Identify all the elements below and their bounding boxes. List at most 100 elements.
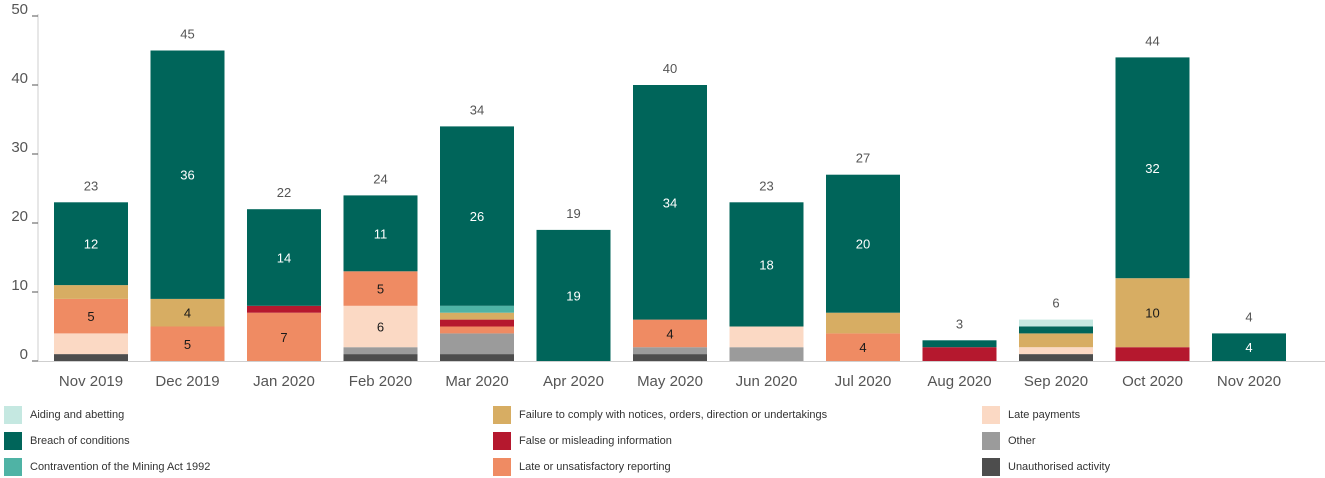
legend-label: Other: [1008, 435, 1036, 447]
x-tick-label: Dec 2019: [155, 373, 219, 390]
x-tick-label: Apr 2020: [543, 373, 604, 390]
bar-segment-failure-to-comply-with-notices-orders-direction-or-undertakings: [826, 312, 900, 334]
bar-segment-contravention-of-the-mining-act-1992: [440, 305, 514, 313]
legend-swatch: [493, 458, 511, 476]
bar-segment-breach-of-conditions: [343, 195, 418, 272]
bar-segment-false-or-misleading-information: [440, 319, 514, 327]
bar-segment-unauthorised-activity: [343, 354, 418, 361]
bar-segment-other: [343, 347, 418, 355]
y-tick-label: 30: [11, 139, 28, 156]
x-tick-label: Nov 2020: [1217, 373, 1281, 390]
bar-segment-late-or-unsatisfactory-reporting: [54, 298, 128, 334]
x-tick-label: Sep 2020: [1024, 373, 1088, 390]
y-tick-label: 50: [11, 1, 28, 18]
bar-total-label: 6: [1052, 296, 1059, 311]
bar-total-label: 19: [566, 206, 580, 221]
bar-total-label: 24: [373, 171, 387, 186]
bar-segment-failure-to-comply-with-notices-orders-direction-or-undertakings: [1115, 278, 1190, 348]
bar-segment-late-or-unsatisfactory-reporting: [150, 326, 225, 361]
bar-segment-breach-of-conditions: [247, 209, 321, 306]
x-tick-label: Aug 2020: [927, 373, 991, 390]
legend-item-failure-to-comply-with-notices-orders-direction-or-undertakings: Failure to comply with notices, orders, …: [493, 406, 827, 424]
bar-segment-false-or-misleading-information: [247, 305, 321, 313]
bar-segment-label: 5: [87, 309, 94, 324]
bar-segment-failure-to-comply-with-notices-orders-direction-or-undertakings: [54, 285, 128, 299]
legend-label: Breach of conditions: [30, 435, 130, 447]
bar-segment-label: 4: [859, 340, 866, 355]
bar-segment-failure-to-comply-with-notices-orders-direction-or-undertakings: [150, 298, 225, 327]
x-tick-label: Mar 2020: [445, 373, 508, 390]
legend-swatch: [982, 432, 1000, 450]
bar-segment-breach-of-conditions: [1115, 57, 1190, 279]
bar-segment-label: 4: [666, 326, 673, 341]
legend-label: Aiding and abetting: [30, 409, 125, 421]
x-tick-label: May 2020: [637, 373, 703, 390]
x-tick-label: Oct 2020: [1122, 373, 1183, 390]
legend-item-unauthorised-activity: Unauthorised activity: [982, 458, 1110, 476]
bar-segment-label: 20: [856, 237, 870, 252]
bar-segment-label: 32: [1145, 161, 1159, 176]
bar-segment-breach-of-conditions: [633, 85, 707, 320]
bar-segment-label: 10: [1145, 306, 1159, 321]
bar-segment-late-or-unsatisfactory-reporting: [247, 312, 321, 361]
bar-segment-failure-to-comply-with-notices-orders-direction-or-undertakings: [440, 312, 514, 320]
legend-label: Late payments: [1008, 409, 1081, 421]
x-axis: Nov 2019 Dec 2019 Jan 2020 Feb 2020 Mar 2020…: [38, 361, 1325, 390]
bar-segment-late-payments: [54, 333, 128, 355]
bar-segment-other: [633, 347, 707, 355]
bar-total-label: 34: [470, 102, 484, 117]
legend-item-false-or-misleading-information: False or misleading information: [493, 432, 672, 450]
bar-segment-label: 5: [184, 337, 191, 352]
bar-segment-late-or-unsatisfactory-reporting: [440, 326, 514, 334]
bar-segment-breach-of-conditions: [729, 202, 804, 327]
bar-total-label: 27: [856, 151, 870, 166]
x-tick-label: Nov 2019: [59, 373, 123, 390]
legend-swatch: [493, 432, 511, 450]
legend-label: False or misleading information: [519, 435, 672, 447]
y-tick-label: 20: [11, 208, 28, 225]
bar-segment-late-payments: [729, 326, 804, 348]
bar-segment-other: [729, 347, 804, 361]
legend-swatch: [4, 458, 22, 476]
legend-swatch: [982, 458, 1000, 476]
bar-segment-label: 12: [84, 237, 98, 252]
bar-segment-unauthorised-activity: [440, 354, 514, 361]
y-axis: 0 10 20 30 40 50: [11, 1, 39, 363]
bar-segment-label: 34: [663, 195, 677, 210]
bar-segment-unauthorised-activity: [633, 354, 707, 361]
legend-label: Late or unsatisfactory reporting: [519, 461, 671, 473]
bar-segment-false-or-misleading-information: [922, 347, 997, 361]
bar-total-label: 23: [84, 178, 98, 193]
bars-layer: 2345222434194023273644412536451471156261…: [54, 27, 1286, 361]
bar-segment-label: 4: [1245, 340, 1252, 355]
x-tick-label: Feb 2020: [349, 373, 412, 390]
bar-segment-false-or-misleading-information: [1115, 347, 1190, 361]
bar-segment-other: [440, 333, 514, 355]
legend-swatch: [493, 406, 511, 424]
legend-item-other: Other: [982, 432, 1036, 450]
bar-segment-label: 36: [180, 168, 194, 183]
legend-swatch: [4, 406, 22, 424]
bar-segment-aiding-and-abetting: [1019, 319, 1093, 327]
bar-segment-label: 5: [377, 282, 384, 297]
bar-segment-late-or-unsatisfactory-reporting: [826, 333, 900, 361]
bar-segment-breach-of-conditions: [826, 174, 900, 313]
x-tick-label: Jun 2020: [736, 373, 798, 390]
y-tick-label: 10: [11, 277, 28, 294]
bar-total-label: 40: [663, 61, 677, 76]
legend-label: Contravention of the Mining Act 1992: [30, 461, 211, 473]
bar-total-label: 23: [759, 178, 773, 193]
legend-item-late-or-unsatisfactory-reporting: Late or unsatisfactory reporting: [493, 458, 671, 476]
legend-swatch: [982, 406, 1000, 424]
legend-item-breach-of-conditions: Breach of conditions: [4, 432, 130, 450]
bar-segment-unauthorised-activity: [1019, 354, 1093, 361]
bar-segment-breach-of-conditions: [54, 202, 128, 286]
bar-segment-label: 18: [759, 257, 773, 272]
bar-total-label: 44: [1145, 33, 1159, 48]
bar-segment-label: 6: [377, 320, 384, 335]
bar-segment-breach-of-conditions: [922, 340, 997, 348]
bar-segment-label: 14: [277, 251, 291, 266]
legend-item-contravention-of-the-mining-act-1992: Contravention of the Mining Act 1992: [4, 458, 210, 476]
bar-segment-label: 4: [184, 306, 191, 321]
